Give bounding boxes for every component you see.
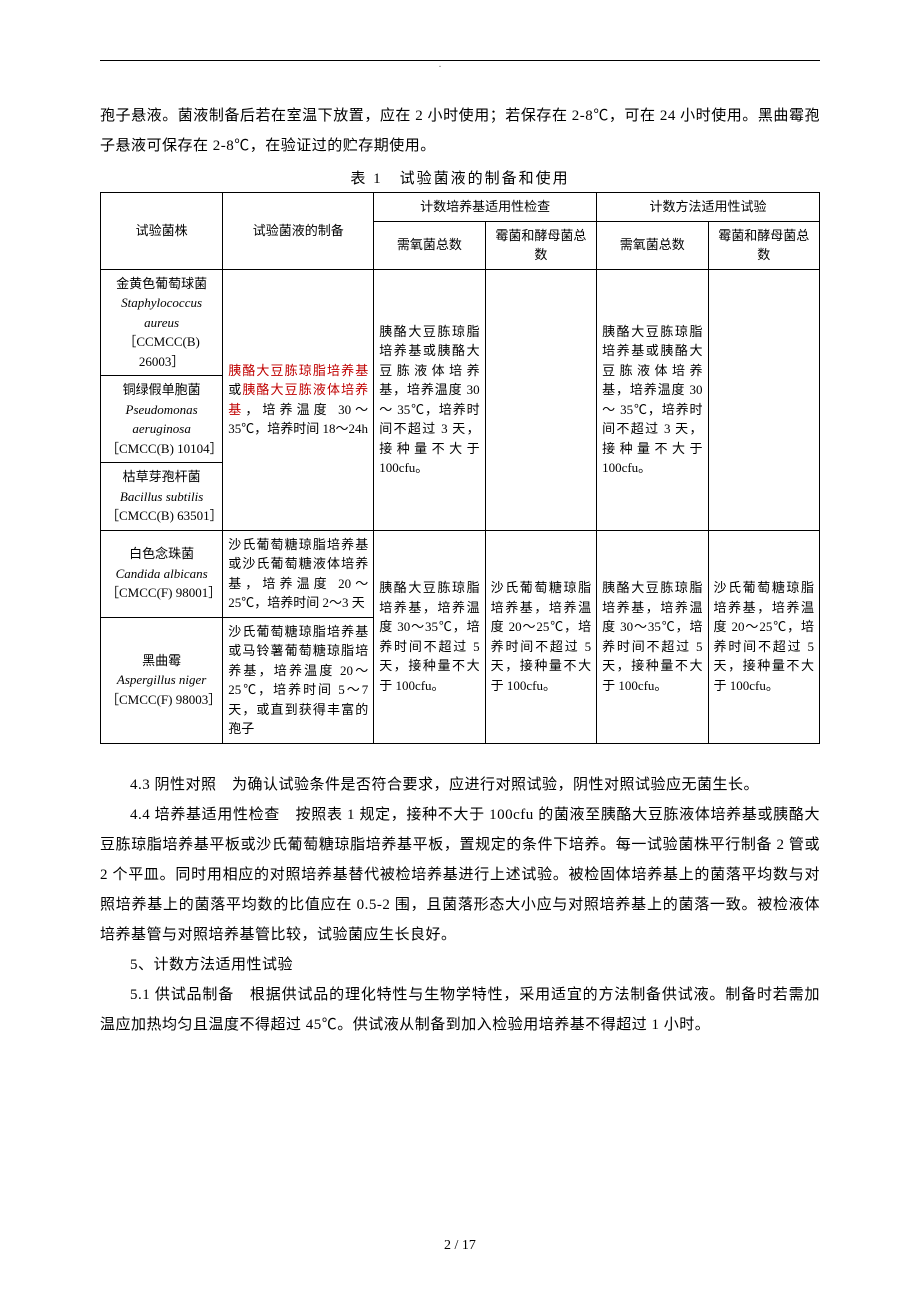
cell-tsa5d-a: 胰酪大豆胨琼脂培养基，培养温度 30～35℃，培养时间不超过 5 天，接种量不大… [374,530,485,743]
strain-code: ［CCMCC(B) 26003］ [123,334,200,369]
prep-rest: ，培养温度 30～35℃，培养时间 18～24h [228,402,368,437]
strain-code: ［CMCC(F) 98001］ [106,585,221,600]
cell-tsa5d-b: 胰酪大豆胨琼脂培养基，培养温度 30～35℃，培养时间不超过 5 天，接种量不大… [597,530,708,743]
cell-sab5d-b: 沙氏葡萄糖琼脂培养基，培养温度 20～25℃，培养时间不超过 5 天，接种量不大… [708,530,819,743]
strain-bacillus: 枯草芽孢杆菌 Bacillus subtilis ［CMCC(B) 63501］ [101,463,223,531]
strain-cn: 金黄色葡萄球菌 [116,276,207,291]
para-5: 5、计数方法适用性试验 [100,950,820,980]
strain-staph: 金黄色葡萄球菌 Staphylococcus aureus ［CCMCC(B) … [101,269,223,376]
strain-cn: 枯草芽孢杆菌 [123,469,201,484]
strain-code: ［CMCC(B) 63501］ [106,508,223,523]
strain-code: ［CMCC(F) 98003］ [106,692,221,707]
prep-mid: 或 [228,382,242,397]
strain-cn: 黑曲霉 [142,653,181,668]
prep-asper: 沙氏葡萄糖琼脂培养基或马铃薯葡萄糖琼脂培养基，培养温度 20～25℃，培养时间 … [223,617,374,743]
cell-tsa3d-a: 胰酪大豆胨琼脂培养基或胰酪大豆胨液体培养基，培养温度 30 ～ 35℃，培养时间… [374,269,485,530]
strain-pseudo: 铜绿假单胞菌 Pseudomonas aeruginosa ［CMCC(B) 1… [101,376,223,463]
strain-latin: Pseudomonas aeruginosa [126,402,198,437]
strain-latin: Candida albicans [116,566,208,581]
page-footer: 2 / 17 [0,1238,920,1254]
th-strain: 试验菌株 [101,193,223,270]
cell-tsa3d-b: 胰酪大豆胨琼脂培养基或胰酪大豆胨液体培养基，培养温度 30 ～ 35℃，培养时间… [597,269,708,530]
th-s1: 需氧菌总数 [374,221,485,269]
strain-cn: 铜绿假单胞菌 [123,382,201,397]
intro-paragraph: 孢子悬液。菌液制备后若在室温下放置，应在 2 小时使用；若保存在 2-8℃，可在… [100,101,820,161]
th-s4: 霉菌和酵母菌总数 [708,221,819,269]
strain-asper: 黑曲霉 Aspergillus niger ［CMCC(F) 98003］ [101,617,223,743]
th-s2: 霉菌和酵母菌总数 [485,221,596,269]
strain-cn: 白色念珠菌 [129,546,194,561]
prep-red1: 胰酪大豆胨琼脂培养基 [228,363,368,378]
th-s3: 需氧菌总数 [597,221,708,269]
table-1: 试验菌株 试验菌液的制备 计数培养基适用性检查 计数方法适用性试验 需氧菌总数 … [100,192,820,744]
strain-latin: Aspergillus niger [117,672,206,687]
th-group2: 计数方法适用性试验 [597,193,820,222]
prep-bacteria: 胰酪大豆胨琼脂培养基或胰酪大豆胨液体培养基，培养温度 30～35℃，培养时间 1… [223,269,374,530]
th-group1: 计数培养基适用性检查 [374,193,597,222]
gap [100,744,820,770]
th-prep: 试验菌液的制备 [223,193,374,270]
table-caption: 表 1 试验菌液的制备和使用 [100,167,820,188]
cell-sab5d-a: 沙氏葡萄糖琼脂培养基，培养温度 20～25℃，培养时间不超过 5 天，接种量不大… [485,530,596,743]
para-4-4: 4.4 培养基适用性检查 按照表 1 规定，接种不大于 100cfu 的菌液至胰… [100,800,820,950]
para-4-3: 4.3 阴性对照 为确认试验条件是否符合要求，应进行对照试验，阴性对照试验应无菌… [100,770,820,800]
cell-empty-1 [485,269,596,530]
strain-latin: Bacillus subtilis [120,489,203,504]
strain-candida: 白色念珠菌 Candida albicans ［CMCC(F) 98001］ [101,530,223,617]
prep-candida: 沙氏葡萄糖琼脂培养基或沙氏葡萄糖液体培养基，培养温度 20～25℃，培养时间 2… [223,530,374,617]
cell-empty-2 [708,269,819,530]
top-rule [100,60,820,61]
strain-code: ［CMCC(B) 10104］ [106,441,223,456]
para-5-1: 5.1 供试品制备 根据供试品的理化特性与生物学特性，采用适宜的方法制备供试液。… [100,980,820,1040]
strain-latin: Staphylococcus aureus [121,295,202,330]
